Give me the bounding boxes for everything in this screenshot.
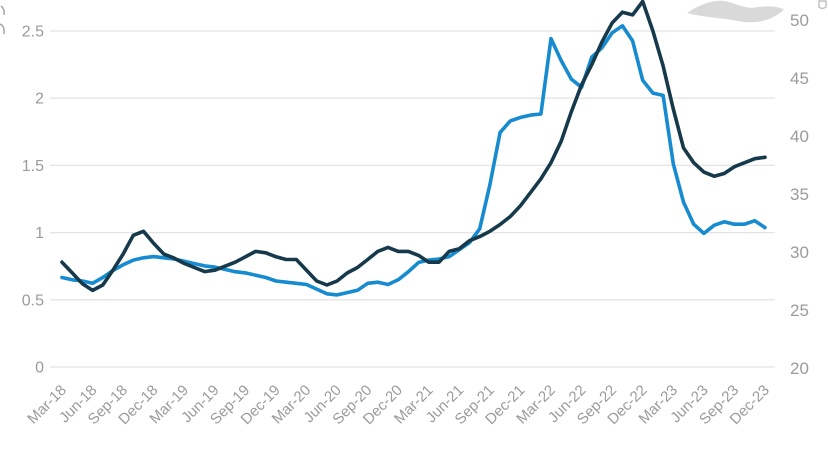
left-axis-tick-label: 1 bbox=[35, 225, 44, 242]
series-line-left bbox=[60, 0, 767, 293]
series-layer bbox=[60, 0, 767, 297]
grid-layer bbox=[50, 30, 775, 368]
right-axis-tick-label: 25 bbox=[790, 301, 809, 320]
left-axis-tick-label: 2.5 bbox=[22, 24, 44, 41]
right-axis-tick-label: 30 bbox=[790, 243, 809, 262]
right-axis-tick-label: 45 bbox=[790, 69, 809, 88]
cropped-corner-fragment bbox=[818, 0, 827, 10]
left-axis-tick-label: 1.5 bbox=[22, 158, 44, 175]
right-axis-tick-label: 50 bbox=[790, 11, 809, 30]
brand-swoosh-icon bbox=[687, 0, 784, 23]
right-axis-tick-label: 35 bbox=[790, 185, 809, 204]
left-axis-tick-label: 0.5 bbox=[22, 292, 44, 309]
left-axis-tick-label: 2 bbox=[35, 91, 44, 108]
left-axis-tick-label: 0 bbox=[35, 360, 44, 377]
right-axis-tick-label: 20 bbox=[790, 359, 809, 378]
cropped-axis-title-fragment bbox=[0, 5, 5, 35]
right-axis-tick-label: 40 bbox=[790, 127, 809, 146]
